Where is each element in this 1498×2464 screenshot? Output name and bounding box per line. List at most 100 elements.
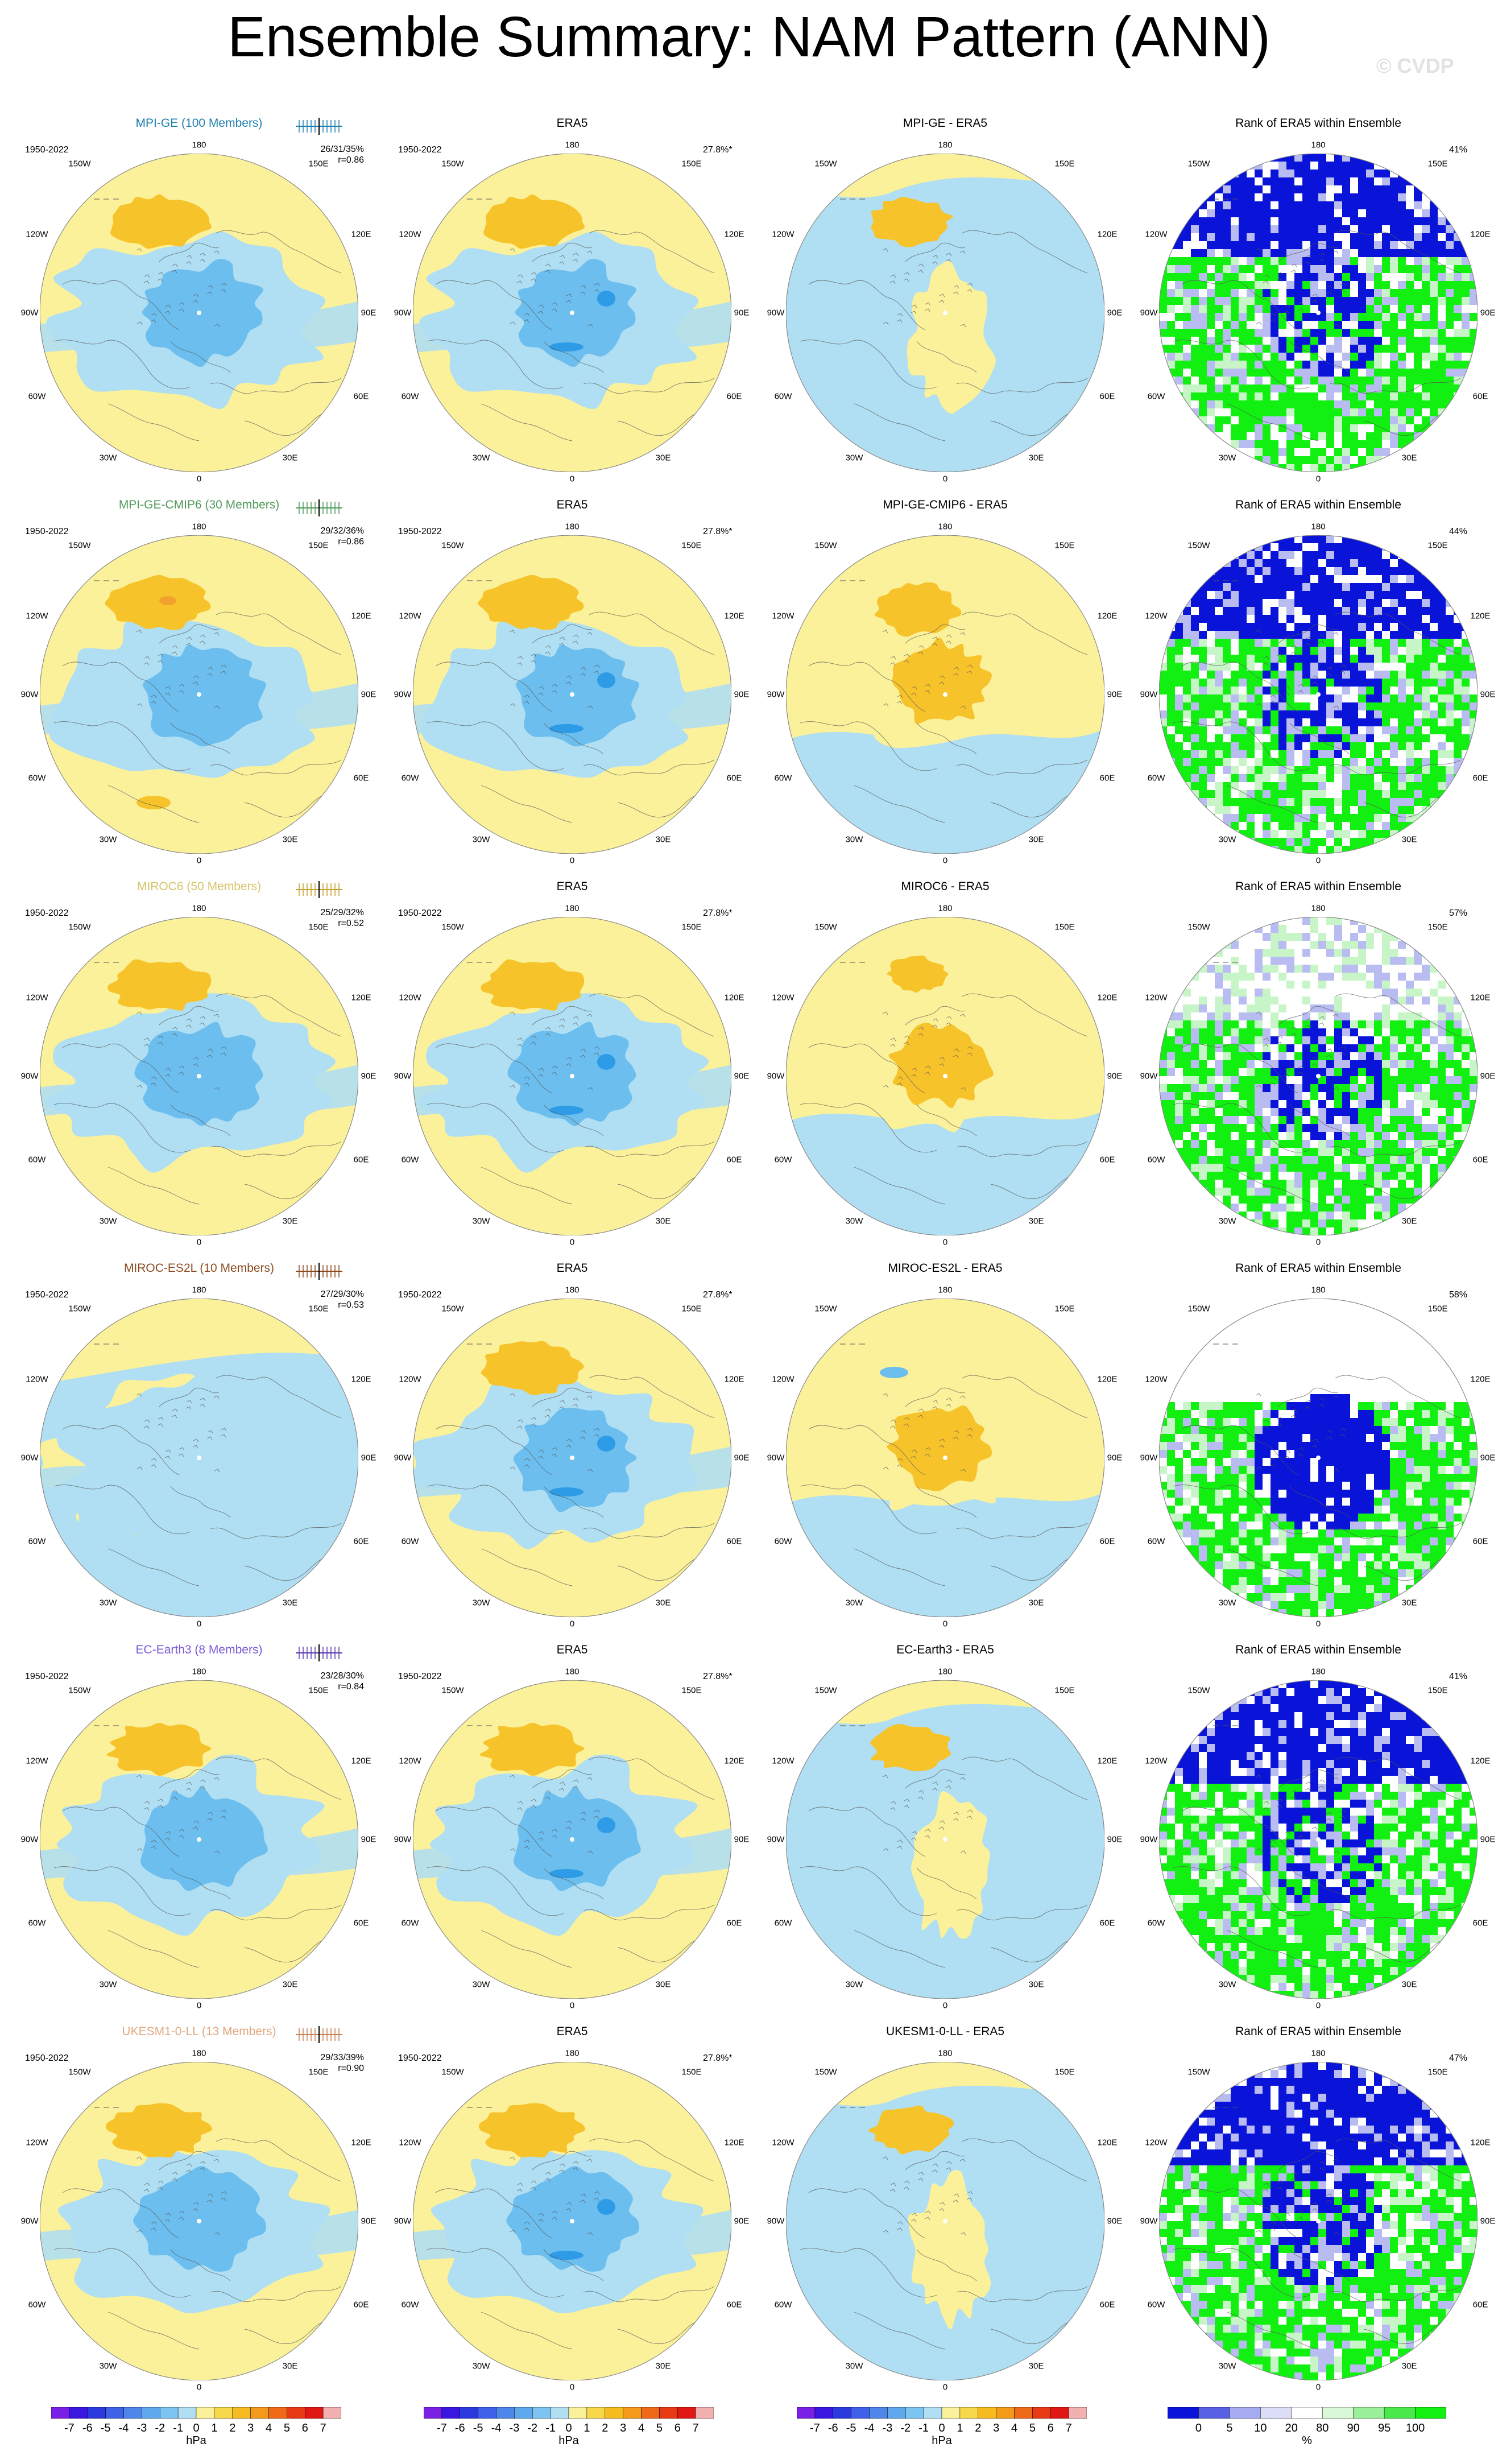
rank-cell: [1294, 742, 1303, 751]
rank-cell: [1167, 925, 1176, 933]
rank-cell: [1406, 361, 1414, 369]
rank-cell: [1390, 440, 1398, 449]
rank-cell: [1183, 416, 1191, 425]
rank-cell: [1215, 289, 1223, 297]
rank-cell: [1462, 702, 1470, 711]
rank-cell: [1462, 1164, 1470, 1172]
rank-cell: [1406, 933, 1414, 941]
rank-cell: [1366, 329, 1375, 337]
rank-cell: [1390, 742, 1398, 751]
rank-cell: [1286, 838, 1295, 846]
rank-cell: [1374, 1052, 1383, 1061]
longitude-label: 120E: [724, 230, 744, 239]
rank-cell: [1422, 623, 1430, 631]
rank-cell: [1470, 1076, 1478, 1085]
rank-cell: [1374, 162, 1383, 170]
rank-cell: [1175, 408, 1183, 417]
rank-cell: [1286, 217, 1295, 226]
rank-cell: [1414, 957, 1422, 965]
rank-cell: [1207, 400, 1215, 409]
rank-cell: [1414, 1036, 1422, 1045]
rank-cell: [1430, 273, 1438, 282]
rank-cell: [1350, 337, 1359, 345]
rank-cell: [1374, 464, 1383, 472]
rank-cell: [1398, 369, 1406, 377]
rank-cell: [1390, 416, 1398, 425]
rank-cell: [1310, 154, 1319, 162]
rank-cell: [1462, 464, 1470, 472]
rank-cell: [1462, 273, 1470, 282]
rank-cell: [1271, 551, 1279, 560]
rank-cell: [1462, 591, 1470, 600]
rank-cell: [1430, 1156, 1438, 1164]
rank-cell: [1215, 273, 1223, 282]
rank-cell: [1318, 424, 1327, 433]
rank-cell: [1302, 973, 1311, 981]
rank-cell: [1382, 957, 1391, 965]
rank-cell: [1422, 1124, 1430, 1132]
rank-cell: [1462, 1068, 1470, 1077]
rank-cell: [1382, 1060, 1391, 1069]
rank-cell: [1374, 1180, 1383, 1188]
rank-cell: [1350, 941, 1359, 949]
rank-cell: [1278, 345, 1287, 353]
rank-cell: [1462, 1116, 1470, 1124]
rank-cell: [1231, 1140, 1239, 1148]
rank-cell: [1159, 1044, 1168, 1053]
rank-cell: [1247, 1180, 1255, 1188]
rank-cell: [1414, 305, 1422, 313]
rank-cell: [1406, 1108, 1414, 1117]
rank-cell: [1191, 694, 1199, 703]
rank-cell: [1175, 353, 1183, 361]
rank-cell: [1366, 297, 1375, 305]
rank-cell: [1239, 1052, 1247, 1061]
rank-cell: [1446, 1020, 1454, 1029]
rank-cell: [1215, 1108, 1223, 1117]
rank-cell: [1167, 353, 1176, 361]
rank-cell: [1286, 599, 1295, 607]
rank-cell: [1422, 551, 1430, 560]
rank-cell: [1247, 814, 1255, 822]
rank-cell: [1159, 551, 1168, 560]
rank-cell: [1167, 1196, 1176, 1204]
rank-cell: [1302, 1020, 1311, 1029]
rank-cell: [1422, 281, 1430, 290]
rank-cell: [1326, 177, 1335, 186]
rank-cell: [1446, 718, 1454, 727]
rank-cell: [1342, 734, 1351, 743]
rank-cell: [1334, 639, 1343, 647]
rank-cell: [1350, 1012, 1359, 1021]
rank-cell: [1215, 726, 1223, 735]
rank-cell: [1239, 249, 1247, 258]
rank-cell: [1334, 1012, 1343, 1021]
rank-cell: [1247, 782, 1255, 791]
rank-cell: [1454, 925, 1462, 933]
rank-cell: [1438, 321, 1446, 329]
rank-cell: [1422, 313, 1430, 321]
rank-cell: [1215, 639, 1223, 647]
rank-cell: [1175, 1100, 1183, 1109]
rank-cell: [1446, 965, 1454, 973]
rank-cell: [1247, 353, 1255, 361]
rank-cell: [1167, 734, 1176, 743]
rank-cell: [1350, 440, 1359, 449]
rank-cell: [1462, 575, 1470, 584]
rank-cell: [1326, 1196, 1335, 1204]
rank-cell: [1430, 1227, 1438, 1235]
rank-cell: [1446, 185, 1454, 194]
rank-cell: [1350, 201, 1359, 210]
rank-cell: [1326, 543, 1335, 552]
rank-cell: [1470, 201, 1478, 210]
rank-cell: [1239, 535, 1247, 544]
rank-cell: [1191, 377, 1199, 385]
rank-cell: [1454, 464, 1462, 472]
rank-cell: [1390, 162, 1398, 170]
rank-cell: [1183, 957, 1191, 965]
longitude-label: 150W: [68, 541, 90, 551]
rank-cell: [1239, 369, 1247, 377]
rank-cell: [1175, 209, 1183, 218]
rank-cell: [1207, 559, 1215, 568]
rank-cell: [1199, 1108, 1207, 1117]
rank-cell: [1446, 385, 1454, 393]
rank-cell: [1199, 838, 1207, 846]
